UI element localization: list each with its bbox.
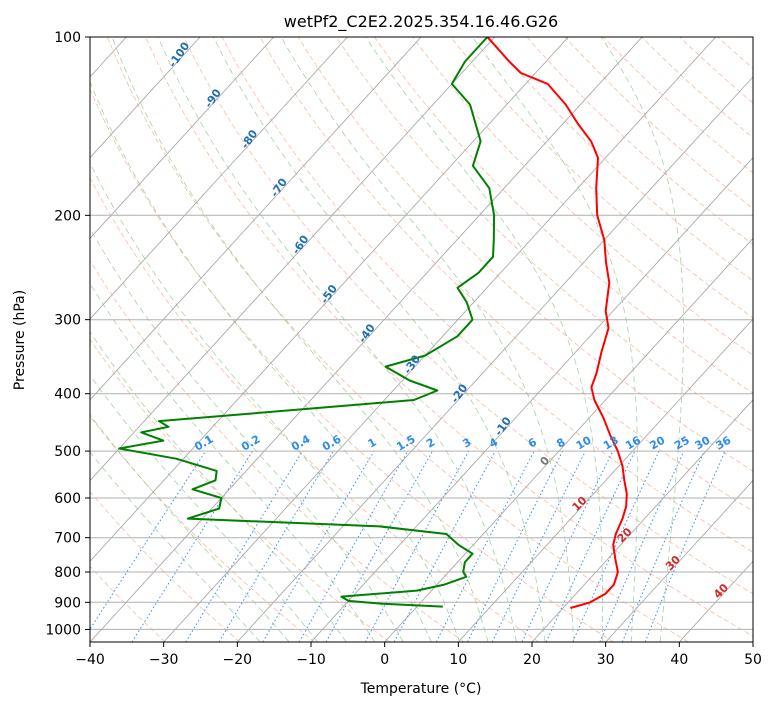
x-tick-label: 50 [744, 652, 762, 668]
x-tick-label: −30 [149, 652, 179, 668]
y-tick-label: 1000 [45, 622, 81, 638]
x-tick-label: 30 [597, 652, 615, 668]
y-axis-title: Pressure (hPa) [12, 290, 28, 390]
y-tick-label: 300 [54, 313, 81, 329]
y-tick-label: 200 [54, 208, 81, 224]
chart-title: wetPf2_C2E2.2025.354.16.46.G26 [284, 12, 558, 32]
y-tick-label: 900 [54, 595, 81, 611]
y-tick-label: 600 [54, 491, 81, 507]
x-tick-label: 20 [523, 652, 541, 668]
x-tick-label: −20 [223, 652, 253, 668]
y-tick-label: 800 [54, 565, 81, 581]
x-tick-label: 10 [449, 652, 467, 668]
x-tick-label: 40 [670, 652, 688, 668]
y-tick-label: 500 [54, 444, 81, 460]
x-tick-label: −40 [75, 652, 105, 668]
y-tick-label: 400 [54, 387, 81, 403]
x-axis-title: Temperature (°C) [360, 681, 482, 697]
x-tick-label: 0 [380, 652, 389, 668]
y-tick-label: 100 [54, 30, 81, 46]
y-tick-label: 700 [54, 531, 81, 547]
x-tick-label: −10 [296, 652, 326, 668]
